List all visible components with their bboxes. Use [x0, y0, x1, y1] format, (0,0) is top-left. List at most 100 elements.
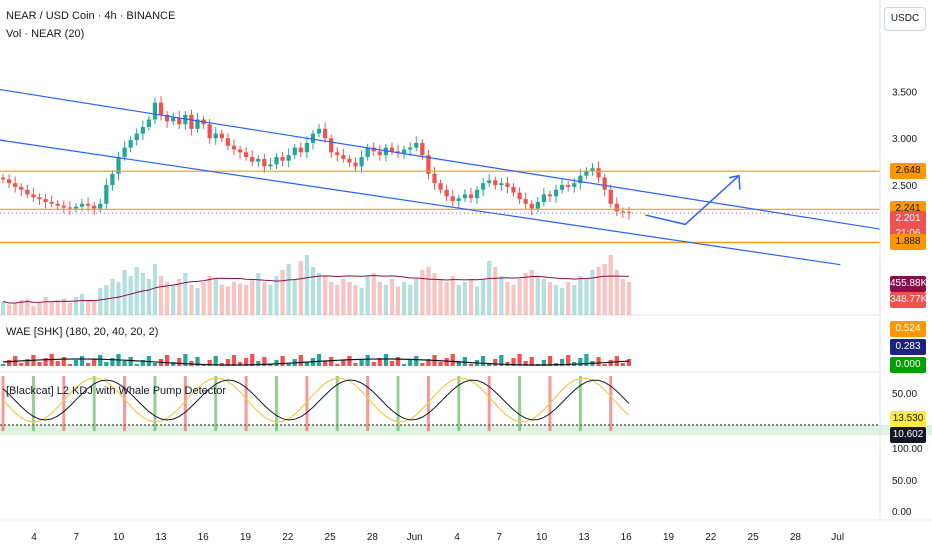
volume-bar — [511, 285, 516, 315]
time-tick-label: 16 — [198, 532, 210, 543]
wae-legend[interactable]: WAE [SHK] (180, 20, 40, 20, 2) — [6, 326, 159, 338]
candle-body — [535, 201, 540, 209]
candle-body — [25, 189, 30, 195]
wae-bar — [134, 364, 139, 366]
candle-body — [128, 140, 133, 148]
volume-ma-line — [2, 275, 629, 304]
volume-bar — [67, 303, 73, 315]
volume-bar — [256, 273, 261, 315]
time-tick-label: 22 — [282, 532, 294, 543]
candle-body — [401, 149, 407, 154]
volume-bar — [420, 270, 425, 315]
wae-bar — [19, 363, 24, 366]
price-tick-label: 3.500 — [892, 87, 917, 98]
symbol-title[interactable]: NEAR / USD Coin · 4h · BINANCE — [6, 10, 176, 22]
candle-body — [73, 206, 79, 209]
wae-bar — [98, 355, 103, 366]
wae-bar — [444, 358, 449, 366]
wae-bar — [614, 356, 619, 366]
wae-bar — [377, 358, 382, 366]
candle-body — [104, 185, 109, 204]
kdj-signal-bar — [31, 376, 35, 431]
wae-bar — [401, 364, 407, 366]
candle-body — [310, 133, 316, 143]
wae-bar — [256, 361, 261, 366]
candle-body — [207, 124, 212, 139]
volume-bar — [237, 283, 243, 315]
volume-bar — [177, 279, 182, 315]
volume-bar — [432, 273, 437, 315]
candle-body — [79, 203, 85, 207]
volume-bar — [389, 279, 395, 315]
volume-bar — [578, 276, 583, 315]
candle-body — [438, 183, 443, 190]
volume-bar — [414, 279, 419, 315]
candle-body — [225, 138, 231, 146]
currency-button[interactable]: USDC — [884, 7, 926, 31]
candle-body — [13, 183, 18, 187]
kdj-signal-bar — [487, 376, 491, 431]
time-axis[interactable]: 4 7 10 13 16 19 22 25 28 Jun 4 7 10 13 16 19 22 25 28 Jul — [31, 532, 844, 543]
time-tick-label: 22 — [705, 532, 717, 543]
kdj-signal-bar — [609, 376, 613, 431]
volume-bar — [61, 298, 66, 315]
kdj-signal-bar — [92, 376, 96, 431]
volume-bar — [462, 282, 468, 315]
wae-bar — [37, 362, 42, 366]
volume-bar — [128, 276, 133, 315]
volume-bar — [207, 276, 212, 315]
volume-bar — [529, 270, 534, 315]
wae-bar — [468, 364, 474, 366]
candle-body — [493, 180, 498, 186]
kdj-tick-label: 50.00 — [892, 389, 917, 400]
candle-body — [292, 147, 297, 156]
wae-bar — [164, 355, 170, 366]
volume-bar — [517, 279, 522, 315]
candle-body — [608, 189, 613, 204]
wae-badge: 0.000 — [890, 357, 926, 373]
time-tick-label: 7 — [497, 532, 503, 543]
time-tick-label: 28 — [790, 532, 802, 543]
volume-bar — [116, 282, 121, 315]
time-tick-label: 10 — [113, 532, 125, 543]
volume-bar — [0, 301, 6, 315]
volume-bar — [37, 303, 42, 315]
kdj-signal-bar — [578, 376, 582, 431]
candle-body — [529, 203, 534, 209]
wae-bar — [128, 357, 133, 366]
wae-bar — [110, 358, 115, 366]
wae-bar — [237, 362, 243, 366]
kdj-badge: 10.602 — [890, 427, 926, 443]
kdj-signal-bar — [366, 376, 370, 431]
volume-legend[interactable]: Vol · NEAR (20) — [6, 28, 85, 40]
volume-bar — [620, 279, 626, 315]
wae-bar — [596, 357, 601, 366]
candle-body — [414, 142, 419, 148]
kdj-signal-bar — [457, 376, 461, 431]
wae-bar — [250, 354, 255, 366]
volume-bar — [140, 273, 145, 315]
blackcat-legend[interactable]: [Blackcat] L2 KDJ with Whale Pump Detect… — [6, 385, 227, 397]
wae-bar — [566, 355, 571, 366]
wae-badge: 0.283 — [890, 339, 926, 355]
channel-lower-line — [0, 139, 841, 266]
volume-bar — [304, 255, 310, 315]
candle-body — [517, 192, 522, 200]
wae-bar — [329, 357, 334, 366]
price-tick-label: 3.000 — [892, 134, 917, 145]
candle-body — [280, 156, 285, 161]
wae-bar — [61, 357, 66, 366]
wae-bar — [395, 357, 401, 366]
candle-body — [450, 196, 455, 201]
candle-body — [547, 194, 553, 197]
candle-body — [523, 199, 528, 204]
kdj-tick-label: 50.00 — [892, 476, 917, 487]
volume-bar — [487, 261, 492, 315]
volume-bar — [152, 264, 158, 315]
volume-bar — [608, 255, 613, 315]
candle-body — [195, 119, 200, 129]
volume-bar — [104, 285, 109, 315]
volume-bar — [73, 297, 79, 315]
